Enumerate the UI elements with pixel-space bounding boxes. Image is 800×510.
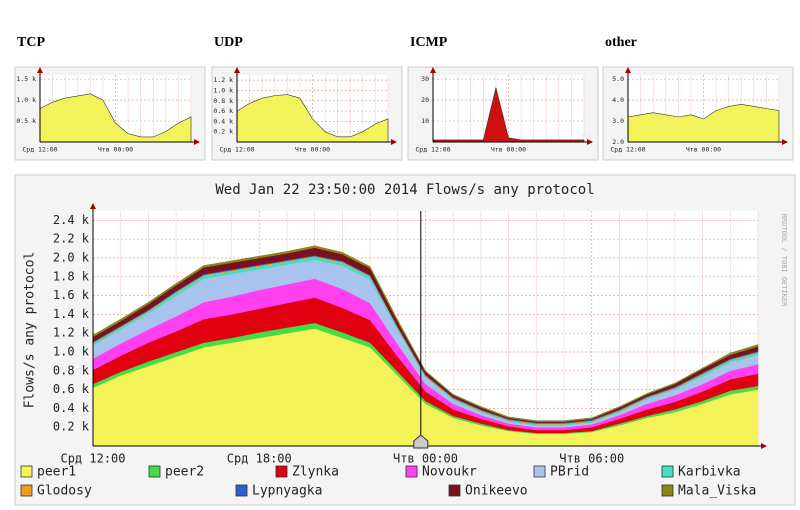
chart-title: ICMP (410, 35, 448, 50)
x-tick-label: Чтв 00:00 (686, 146, 721, 154)
area (432, 87, 585, 143)
legend-swatch (20, 465, 33, 478)
y-tick-label: 1.2 k (53, 326, 90, 340)
y-tick-label: 0.4 k (53, 401, 90, 415)
axis-arrow (194, 139, 200, 145)
x-tick-label: Чтв 00:00 (295, 146, 330, 154)
y-tick-label: 1.4 k (53, 307, 90, 321)
y-tick-label: 5.0 (612, 75, 624, 83)
legend-label: Mala_Viska (678, 484, 756, 499)
x-tick-label: Чтв 00:00 (491, 146, 526, 154)
legend-swatch (533, 465, 546, 478)
axis-arrow (761, 443, 767, 449)
axis-arrow (587, 139, 593, 145)
axis-arrow (90, 203, 96, 209)
x-tick-label: Чтв 06:00 (559, 452, 624, 466)
x-tick-label: Срд 12:00 (60, 452, 125, 466)
chart-title: UDP (214, 35, 243, 50)
axis-arrow (234, 67, 240, 73)
side-note: RRDTOOL / TOBI OETIKER (780, 214, 788, 308)
y-tick-label: 10 (421, 117, 429, 125)
y-tick-label: 1.0 k (213, 86, 233, 94)
axis-arrow (430, 67, 436, 73)
y-tick-label: 2.2 k (53, 232, 90, 246)
legend-swatch (275, 465, 288, 478)
y-tick-label: 0.2 k (53, 420, 90, 434)
legend-swatch (448, 484, 461, 497)
legend-swatch (661, 465, 674, 478)
y-tick-label: 1.5 k (16, 75, 36, 83)
chart-title: other (605, 35, 637, 50)
area (39, 93, 192, 143)
legend-label: peer2 (165, 465, 204, 480)
chart-title: TCP (17, 35, 45, 50)
legend-label: Lypnyagka (252, 484, 322, 499)
y-tick-label: 4.0 (612, 96, 624, 104)
y-axis-label: Flows/s any protocol (23, 252, 38, 409)
main-title: Wed Jan 22 23:50:00 2014 Flows/s any pro… (215, 182, 594, 198)
cursor-handle (413, 434, 429, 449)
y-tick-label: 1.0 k (53, 345, 90, 359)
y-tick-label: 2.0 (612, 138, 624, 146)
axis-arrow (782, 139, 788, 145)
area (627, 104, 780, 143)
y-tick-label: 0.6 k (213, 107, 233, 115)
x-tick-label: Срд 12:00 (610, 146, 645, 154)
x-tick-label: Срд 12:00 (415, 146, 450, 154)
axis-arrow (37, 67, 43, 73)
x-tick-label: Срд 12:00 (219, 146, 254, 154)
axis-arrow (625, 67, 631, 73)
legend-label: PBrid (550, 465, 589, 480)
y-tick-label: 3.0 (612, 117, 624, 125)
area (236, 94, 389, 143)
legend-swatch (148, 465, 161, 478)
y-tick-label: 0.8 k (213, 97, 233, 105)
legend-label: peer1 (37, 465, 76, 480)
y-tick-label: 0.2 k (213, 128, 233, 136)
y-tick-label: 1.8 k (53, 269, 90, 283)
y-tick-label: 0.8 k (53, 363, 90, 377)
y-tick-label: 2.4 k (53, 213, 90, 227)
legend-label: Zlynka (292, 465, 339, 480)
stacked-area (92, 245, 759, 422)
y-tick-label: 20 (421, 96, 429, 104)
legend-label: Novoukr (422, 465, 477, 480)
legend-label: Karbivka (678, 465, 741, 480)
y-tick-label: 1.2 k (213, 76, 233, 84)
x-tick-label: Срд 12:00 (22, 146, 57, 154)
legend-swatch (235, 484, 248, 497)
legend-swatch (661, 484, 674, 497)
axis-arrow (391, 139, 397, 145)
y-tick-label: 0.5 k (16, 117, 36, 125)
y-tick-label: 2.0 k (53, 251, 90, 265)
y-tick-label: 1.6 k (53, 288, 90, 302)
x-tick-label: Чтв 00:00 (393, 452, 458, 466)
y-tick-label: 0.4 k (213, 117, 233, 125)
y-tick-label: 30 (421, 75, 429, 83)
x-tick-label: Срд 18:00 (227, 452, 292, 466)
y-tick-label: 1.0 k (16, 96, 36, 104)
legend-swatch (405, 465, 418, 478)
x-tick-label: Чтв 00:00 (98, 146, 133, 154)
y-tick-label: 0.6 k (53, 382, 90, 396)
legend-label: Glodosy (37, 484, 92, 499)
legend-swatch (20, 484, 33, 497)
legend-label: Onikeevo (465, 484, 528, 499)
